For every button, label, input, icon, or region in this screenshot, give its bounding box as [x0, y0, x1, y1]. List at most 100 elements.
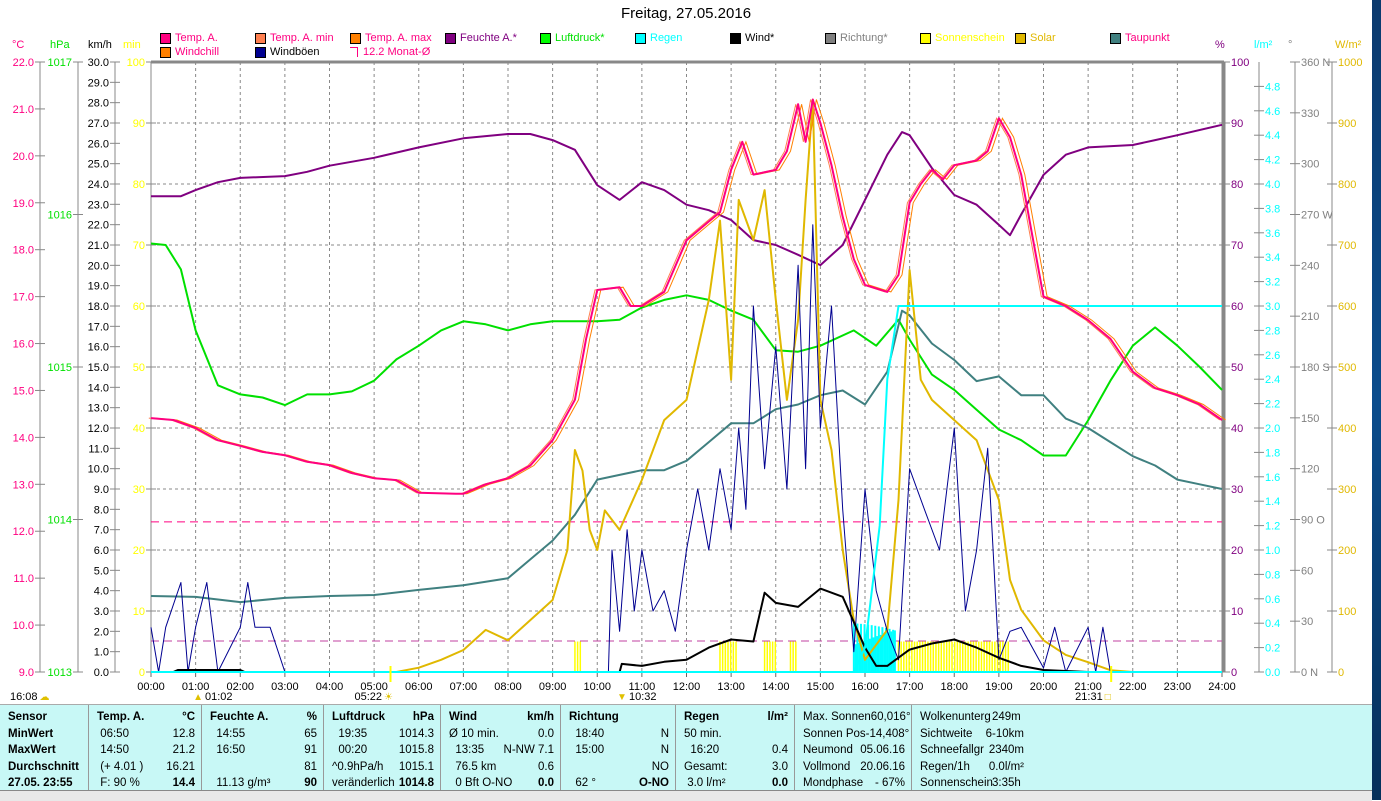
axis-unit-dir: ° — [1288, 39, 1293, 51]
table-value: 0.4 — [772, 744, 788, 756]
table-value: 91 — [304, 744, 317, 756]
series-windböen — [150, 224, 1222, 673]
axis-label-wind: 4.0 — [94, 586, 109, 598]
legend-swatch-icon — [350, 32, 361, 44]
axis-label-rain: 4.0 — [1265, 179, 1280, 191]
table-label: Sonnenschein — [920, 777, 993, 789]
table-value: 81 — [304, 760, 317, 773]
axis-label-rain: 0.8 — [1265, 569, 1280, 581]
axis-label-sun: 20 — [133, 545, 145, 557]
marker-time: 05:22 — [354, 691, 383, 703]
legend-label: Wind* — [745, 32, 775, 44]
table-label: MaxWert — [8, 744, 56, 756]
table-label: 3.0 l/m² — [684, 777, 726, 789]
legend-swatch-icon — [350, 47, 358, 57]
axis-label-wind: 0.0 — [94, 667, 109, 679]
legend-swatch-icon — [825, 32, 836, 44]
table-column: Temp. A. °C 06:50 12.8 14:50 21.2 (+ 4.01 )… — [89, 705, 202, 791]
axis-label-wind: 25.0 — [88, 159, 109, 171]
axis-label-rain: 4.2 — [1265, 155, 1280, 167]
axis-label-hum: 0 — [1231, 667, 1237, 679]
axis-label-solar: 300 — [1338, 484, 1356, 496]
legend-row: Windchill Windböen 12.2 Monat-Ø — [160, 45, 1220, 59]
x-tick-label: 10:00 — [583, 681, 611, 693]
axis-unit-temp: °C — [12, 39, 25, 51]
axis-label-solar: 0 — [1338, 667, 1344, 679]
axis-label-wind: 17.0 — [88, 321, 109, 333]
axis-label-temp: 18.0 — [13, 245, 34, 257]
table-label: ^0.9hPa/h — [332, 760, 384, 773]
table-label: MinWert — [8, 727, 54, 740]
axis-label-press: 1013 — [48, 667, 72, 679]
table-row: Wolkenunterg 249m — [920, 709, 1024, 726]
table-value: % — [306, 711, 317, 723]
table-label: 14:55 — [210, 727, 246, 740]
table-row: 14:50 21.2 — [97, 742, 195, 759]
table-label: 06:50 — [97, 727, 129, 740]
table-label: Durchschnitt — [8, 760, 79, 773]
axis-label-wind: 24.0 — [88, 179, 109, 191]
series-wind — [172, 587, 1222, 673]
x-tick-label: 11:00 — [629, 681, 656, 693]
table-value: hPa — [412, 711, 434, 723]
table-row: Regen l/m² — [684, 709, 788, 726]
x-tick-label: 00:00 — [137, 681, 165, 693]
table-value: 20.06.16 — [860, 760, 905, 773]
table-value: 3:35h — [992, 777, 1021, 789]
axis-label-temp: 13.0 — [13, 479, 34, 491]
table-row: MaxWert — [8, 742, 82, 759]
table-value: km/h — [527, 711, 554, 723]
table-row: (+ 4.01 ) 16.21 — [97, 759, 195, 776]
legend-swatch-icon — [445, 32, 456, 44]
axis-label-hum: 60 — [1231, 301, 1243, 313]
table-row: 27.05. 23:55 — [8, 775, 82, 792]
axis-label-temp: 19.0 — [13, 198, 34, 210]
axis-label-dir: 240 — [1301, 260, 1319, 272]
table-column: Wind km/h Ø 10 min. 0.0 13:35 N-NW 7.1 76.5 … — [441, 705, 561, 791]
axis-label-wind: 8.0 — [94, 504, 109, 516]
table-label: Sonnen Pos — [803, 727, 866, 740]
axis-label-rain: 2.6 — [1265, 350, 1280, 362]
axis-label-dir: 90 O — [1301, 515, 1325, 527]
x-tick-label: 17:00 — [896, 681, 924, 693]
table-value: 1015.8 — [398, 744, 434, 756]
axis-label-wind: 10.0 — [88, 464, 109, 476]
axis-label-temp: 15.0 — [13, 385, 34, 397]
axis-label-sun: 100 — [127, 57, 145, 69]
x-tick-label: 24:00 — [1208, 681, 1236, 693]
axis-label-rain: 3.0 — [1265, 301, 1280, 313]
table-label: Temp. A. — [97, 711, 145, 723]
table-row: NO — [569, 759, 669, 776]
axis-label-rain: 1.8 — [1265, 447, 1280, 459]
table-value: 60,016° — [870, 711, 911, 723]
table-value: 65 — [304, 727, 317, 740]
x-tick-label: 14:00 — [762, 681, 790, 693]
table-row: 14:55 65 — [210, 726, 317, 743]
table-row: Richtung — [569, 709, 669, 726]
marker-sunrise: 05:22 ☀ — [354, 691, 393, 703]
table-column: Feuchte A.% 14:55 65 16:50 91 81 11.13 g/m³… — [202, 705, 324, 791]
axis-label-sun: 90 — [133, 118, 145, 130]
legend-swatch-icon — [1015, 32, 1026, 44]
legend-swatch-icon — [540, 32, 551, 44]
table-value: N-NW 7.1 — [503, 744, 554, 756]
table-row: Gesamt: 3.0 — [684, 759, 788, 776]
chart-title: Freitag, 27.05.2016 — [620, 5, 752, 22]
table-row: 16:50 91 — [210, 742, 317, 759]
axis-label-wind: 19.0 — [88, 281, 109, 293]
legend-label: Temp. A. min — [270, 32, 334, 44]
table-row: Durchschnitt — [8, 759, 82, 776]
table-row: Vollmond 20.06.16 — [803, 759, 905, 776]
axis-label-wind: 1.0 — [94, 647, 109, 659]
table-row: 11.13 g/m³ 90 — [210, 775, 317, 792]
table-value: 16.21 — [166, 760, 195, 773]
table-row: Regen/1h 0.0l/m² — [920, 759, 1024, 776]
table-row: 16:20 0.4 — [684, 742, 788, 759]
axis-label-rain: 4.8 — [1265, 81, 1280, 93]
x-tick-label: 22:00 — [1119, 681, 1147, 693]
table-column: Luftdruck hPa 19:35 1014.3 00:20 1015.8 ^0.9… — [324, 705, 441, 791]
table-row: Mondphase - 67% — [803, 775, 905, 792]
legend-label: 12.2 Monat-Ø — [363, 46, 431, 58]
table-label: 16:20 — [684, 744, 720, 756]
table-label: Sichtweite — [920, 727, 973, 740]
